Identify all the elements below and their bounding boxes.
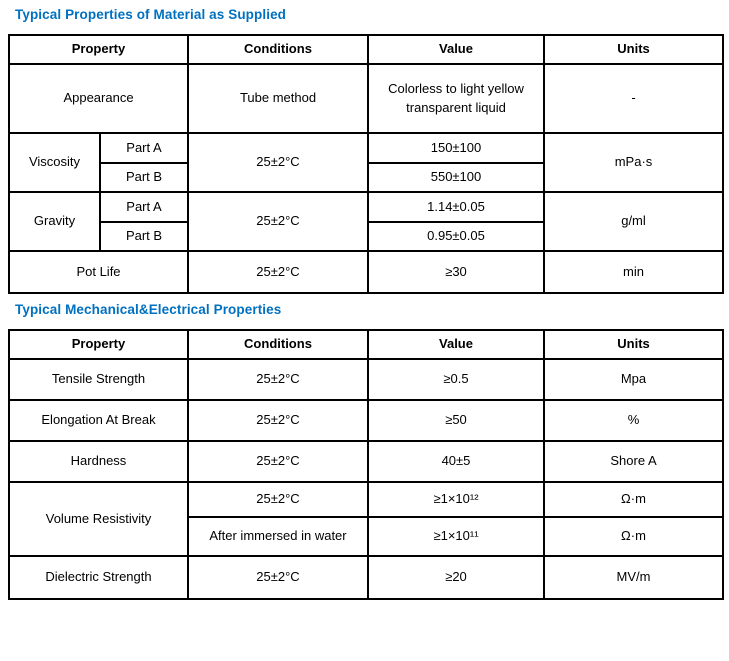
cell-units: min <box>543 250 724 294</box>
header-units: Units <box>543 34 724 65</box>
cell-value: ≥30 <box>367 250 545 294</box>
cell-value: 1.14±0.05 <box>367 191 545 223</box>
cell-conditions: Tube method <box>187 63 369 134</box>
cell-subproperty: Part A <box>99 191 189 223</box>
table-header-row: Property Conditions Value Units <box>8 34 724 65</box>
cell-value: 550±100 <box>367 162 545 193</box>
cell-property: Hardness <box>8 440 189 483</box>
cell-units: % <box>543 399 724 442</box>
table-row-gravity-part-b: Part B 0.95±0.05 <box>9 221 723 252</box>
cell-property: Appearance <box>8 63 189 134</box>
cell-value: 0.95±0.05 <box>367 221 545 252</box>
cell-units: - <box>543 63 724 134</box>
cell-conditions: 25±2°C <box>187 358 369 401</box>
cell-units: MV/m <box>543 555 724 600</box>
cell-conditions: 25±2°C <box>187 191 369 252</box>
header-conditions: Conditions <box>187 34 369 65</box>
material-properties-table: Property Conditions Value Units Appearan… <box>8 34 724 294</box>
cell-property: Elongation At Break <box>8 399 189 442</box>
cell-value: ≥50 <box>367 399 545 442</box>
table-row-volume-resistivity-2: After immersed in water ≥1×10¹¹ Ω·m <box>9 516 724 557</box>
cell-units: Ω·m <box>543 481 724 518</box>
header-units: Units <box>543 329 724 360</box>
cell-units: Ω·m <box>543 516 724 557</box>
table-row-gravity-part-a: Gravity Part A 25±2°C 1.14±0.05 g/ml <box>8 191 724 252</box>
table-row-viscosity-part-a: Viscosity Part A 25±2°C 150±100 mPa·s <box>8 132 724 193</box>
cell-property: Dielectric Strength <box>8 555 189 600</box>
cell-conditions: 25±2°C <box>187 250 369 294</box>
cell-conditions: 25±2°C <box>187 481 369 518</box>
table-row-appearance: Appearance Tube method Colorless to ligh… <box>8 63 724 134</box>
cell-units: Shore A <box>543 440 724 483</box>
section2-title: Typical Mechanical&Electrical Properties <box>15 302 282 317</box>
table-row-dielectric-strength: Dielectric Strength 25±2°C ≥20 MV/m <box>8 555 724 600</box>
header-conditions: Conditions <box>187 329 369 360</box>
cell-property: Volume Resistivity <box>8 481 189 557</box>
cell-subproperty: Part B <box>99 221 189 252</box>
cell-conditions: 25±2°C <box>187 440 369 483</box>
mechanical-electrical-table: Property Conditions Value Units Tensile … <box>8 329 724 600</box>
cell-value: 150±100 <box>367 132 545 164</box>
cell-property: Pot Life <box>8 250 189 294</box>
cell-subproperty: Part A <box>99 132 189 164</box>
table-row-hardness: Hardness 25±2°C 40±5 Shore A <box>8 440 724 483</box>
table-row-elongation: Elongation At Break 25±2°C ≥50 % <box>8 399 724 442</box>
cell-value: Colorless to light yellow transparent li… <box>367 63 545 134</box>
table-row-volume-resistivity-1: Volume Resistivity 25±2°C ≥1×10¹² Ω·m <box>8 481 724 557</box>
section1-title: Typical Properties of Material as Suppli… <box>15 7 287 22</box>
cell-subproperty: Part B <box>99 162 189 193</box>
table-row-viscosity-part-b: Part B 550±100 <box>9 162 723 193</box>
cell-property: Viscosity <box>8 132 101 193</box>
header-value: Value <box>367 34 545 65</box>
cell-conditions: After immersed in water <box>187 516 369 557</box>
cell-value: 40±5 <box>367 440 545 483</box>
header-value: Value <box>367 329 545 360</box>
table-row-pot-life: Pot Life 25±2°C ≥30 min <box>8 250 724 294</box>
table-header-row: Property Conditions Value Units <box>8 329 724 360</box>
cell-units: g/ml <box>543 191 724 252</box>
cell-property: Gravity <box>8 191 101 252</box>
cell-conditions: 25±2°C <box>187 399 369 442</box>
header-property: Property <box>8 34 189 65</box>
cell-value: ≥1×10¹² <box>367 481 545 518</box>
cell-property: Tensile Strength <box>8 358 189 401</box>
cell-value: ≥1×10¹¹ <box>367 516 545 557</box>
cell-value: ≥20 <box>367 555 545 600</box>
cell-conditions: 25±2°C <box>187 555 369 600</box>
table-row-tensile-strength: Tensile Strength 25±2°C ≥0.5 Mpa <box>8 358 724 401</box>
cell-conditions: 25±2°C <box>187 132 369 193</box>
cell-units: Mpa <box>543 358 724 401</box>
cell-units: mPa·s <box>543 132 724 193</box>
cell-value: ≥0.5 <box>367 358 545 401</box>
header-property: Property <box>8 329 189 360</box>
